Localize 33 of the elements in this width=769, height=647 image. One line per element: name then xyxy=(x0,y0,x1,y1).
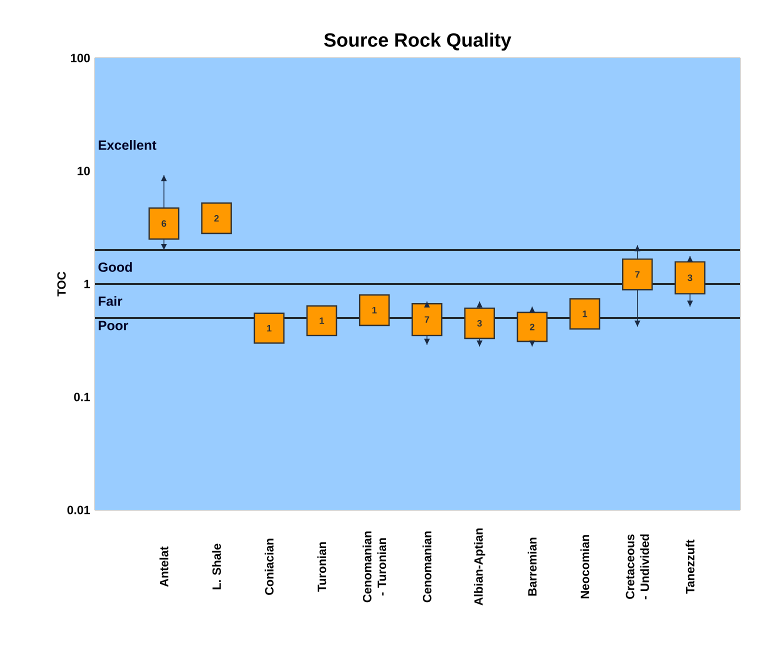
chart-title: Source Rock Quality xyxy=(324,32,512,51)
annotation: 2 xyxy=(530,324,534,330)
x-tick-label: Coniacian xyxy=(264,538,274,595)
x-tick-label: Albian-Aptian xyxy=(474,528,486,606)
annotation: 1 xyxy=(582,310,588,318)
y-tick-label: 0.01 xyxy=(67,506,90,514)
band-label: Good xyxy=(98,262,132,272)
annotation: 3 xyxy=(477,320,482,327)
y-axis-title: TOC xyxy=(57,272,66,296)
y-tick-label: 10 xyxy=(78,166,90,176)
x-tick-label: Tanezzuft xyxy=(686,540,694,594)
y-tick-label: 0.1 xyxy=(74,392,90,402)
y-tick-label: 100 xyxy=(71,54,90,62)
annotation: 1 xyxy=(320,317,324,324)
band-label: Fair xyxy=(98,296,122,306)
x-tick-label: Cretaceous - Undivided xyxy=(626,534,649,600)
annotation: 1 xyxy=(372,306,377,314)
x-tick-label: Cenomanian xyxy=(422,531,432,602)
annotation: 1 xyxy=(267,324,272,332)
band-label: Excellent xyxy=(98,140,156,150)
annotation: 3 xyxy=(688,274,692,282)
annotation: 6 xyxy=(162,220,166,227)
annotation: 2 xyxy=(214,215,219,222)
x-tick-label: Antelat xyxy=(160,546,168,587)
x-tick-label: Neocomian xyxy=(580,535,590,598)
annotation: 7 xyxy=(635,271,640,278)
x-tick-label: L. Shale xyxy=(212,544,221,590)
annotation: 7 xyxy=(424,316,430,323)
x-tick-label: Cenomanian - Turonian xyxy=(362,531,386,602)
x-tick-label: Turonian xyxy=(317,542,326,592)
x-tick-label: Barremian xyxy=(528,538,537,596)
y-tick-label: 1 xyxy=(84,280,90,288)
band-label: Poor xyxy=(98,320,128,330)
